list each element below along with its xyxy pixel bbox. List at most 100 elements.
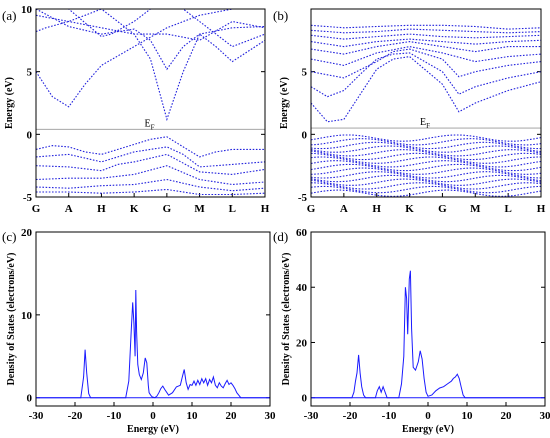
y-tick-label: -5: [298, 192, 308, 204]
band-line: [36, 9, 265, 122]
k-point-label: H: [537, 203, 546, 215]
panel-a: (a) -5 0 5 10 Energy (eV) G A H K G M L H EF: [2, 4, 270, 215]
x-tick-label: -20: [68, 410, 83, 422]
band-line: [36, 153, 265, 175]
x-tick-label: 0: [425, 410, 431, 422]
band-line: [311, 41, 541, 55]
band-line: [311, 24, 541, 30]
band-line: [311, 56, 541, 123]
fermi-subscript: F: [151, 123, 155, 131]
panel-b: (b) -5 0 5 Energy (eV) G A H K G M L H EF: [273, 8, 546, 215]
x-tick-label: 30: [540, 410, 550, 422]
y-axis-label: Energy (eV): [279, 77, 290, 129]
y-axis-label: Density of States (electrons/eV): [281, 253, 292, 386]
band-line: [311, 38, 541, 48]
x-tick-label: 20: [226, 410, 238, 422]
k-point-label: A: [340, 203, 348, 215]
valence-band-line: [311, 156, 541, 164]
x-axis-label: Energy (eV): [127, 424, 179, 435]
band-line: [36, 9, 265, 108]
k-point-label: L: [504, 203, 511, 215]
dos-curve: [311, 270, 545, 399]
y-axis-label: Density of States (electrons/eV): [6, 253, 17, 386]
k-point-label: K: [405, 203, 414, 215]
y-tick-label: 5: [27, 67, 33, 79]
k-point-label: K: [130, 203, 139, 215]
x-tick-label: 10: [462, 410, 474, 422]
valence-band-line: [311, 145, 541, 153]
panel-label: (a): [2, 8, 16, 23]
valence-band-line: [311, 141, 541, 150]
valence-band-line: [311, 189, 541, 197]
y-tick-label: -5: [23, 192, 33, 204]
k-point-label: H: [261, 203, 270, 215]
valence-band-line: [311, 185, 541, 194]
fermi-subscript: F: [426, 122, 430, 130]
plot-frame: [310, 8, 542, 198]
band-line: [36, 146, 265, 168]
valence-band-line: [311, 152, 541, 161]
valence-band-line: [311, 138, 541, 146]
band-line: [311, 48, 541, 79]
y-axis-label: Energy (eV): [4, 77, 15, 129]
k-point-label: A: [65, 203, 73, 215]
x-tick-label: 20: [501, 410, 513, 422]
x-tick-label: 30: [265, 410, 277, 422]
valence-band-line: [311, 167, 541, 175]
plot-frame: [310, 231, 546, 407]
k-point-label: G: [438, 203, 447, 215]
band-lines: [36, 9, 265, 196]
band-line: [36, 14, 265, 41]
band-line: [36, 136, 265, 158]
band-line: [36, 9, 265, 71]
y-tick-label: 20: [21, 227, 33, 239]
k-point-label: L: [229, 203, 236, 215]
valence-band-line: [311, 182, 541, 190]
panel-label: (b): [273, 8, 288, 23]
band-line: [311, 52, 541, 98]
k-point-label: G: [32, 203, 41, 215]
y-tick-label: 20: [296, 337, 308, 349]
dos-lines: [36, 289, 270, 399]
valence-band-line: [311, 174, 541, 183]
panel-c: (c) 0 10 20 Density of States (electrons/eV)…: [2, 227, 276, 435]
dos-lines: [311, 270, 545, 399]
k-point-label: H: [372, 203, 381, 215]
band-lines: [311, 24, 541, 197]
band-line: [36, 9, 265, 48]
valence-band-line: [311, 171, 541, 179]
fermi-label: EF: [420, 117, 430, 130]
panel-d: (d) 0 20 40 60 Density of States (electrons/e…: [273, 227, 550, 435]
y-tick-label: 40: [296, 282, 308, 294]
band-line: [36, 178, 265, 192]
y-tick-label: 60: [296, 227, 308, 239]
y-tick-label: 0: [302, 129, 308, 141]
fermi-label: EF: [145, 118, 155, 131]
band-line: [311, 33, 541, 40]
x-tick-label: -30: [304, 410, 319, 422]
y-tick-label: 0: [302, 393, 308, 405]
plot-frame: [35, 8, 266, 198]
k-point-label: G: [163, 203, 172, 215]
valence-band-line: [311, 149, 541, 157]
x-tick-label: -30: [29, 410, 44, 422]
y-tick-label: 10: [21, 310, 33, 322]
band-line: [311, 28, 541, 34]
x-tick-label: -20: [343, 410, 358, 422]
dos-curve: [36, 289, 270, 399]
valence-band-line: [311, 163, 541, 172]
valence-band-line: [311, 134, 541, 142]
x-axis-label: Energy (eV): [402, 424, 454, 435]
x-tick-label: -10: [107, 410, 122, 422]
valence-band-line: [311, 178, 541, 186]
x-tick-label: 10: [187, 410, 199, 422]
y-tick-label: 10: [21, 4, 33, 16]
plot-frame: [35, 231, 271, 407]
y-tick-label: 0: [27, 393, 33, 405]
x-tick-label: 0: [150, 410, 156, 422]
y-tick-label: 5: [302, 67, 308, 79]
k-point-label: H: [97, 203, 106, 215]
valence-band-line: [311, 160, 541, 168]
band-line: [36, 165, 265, 186]
